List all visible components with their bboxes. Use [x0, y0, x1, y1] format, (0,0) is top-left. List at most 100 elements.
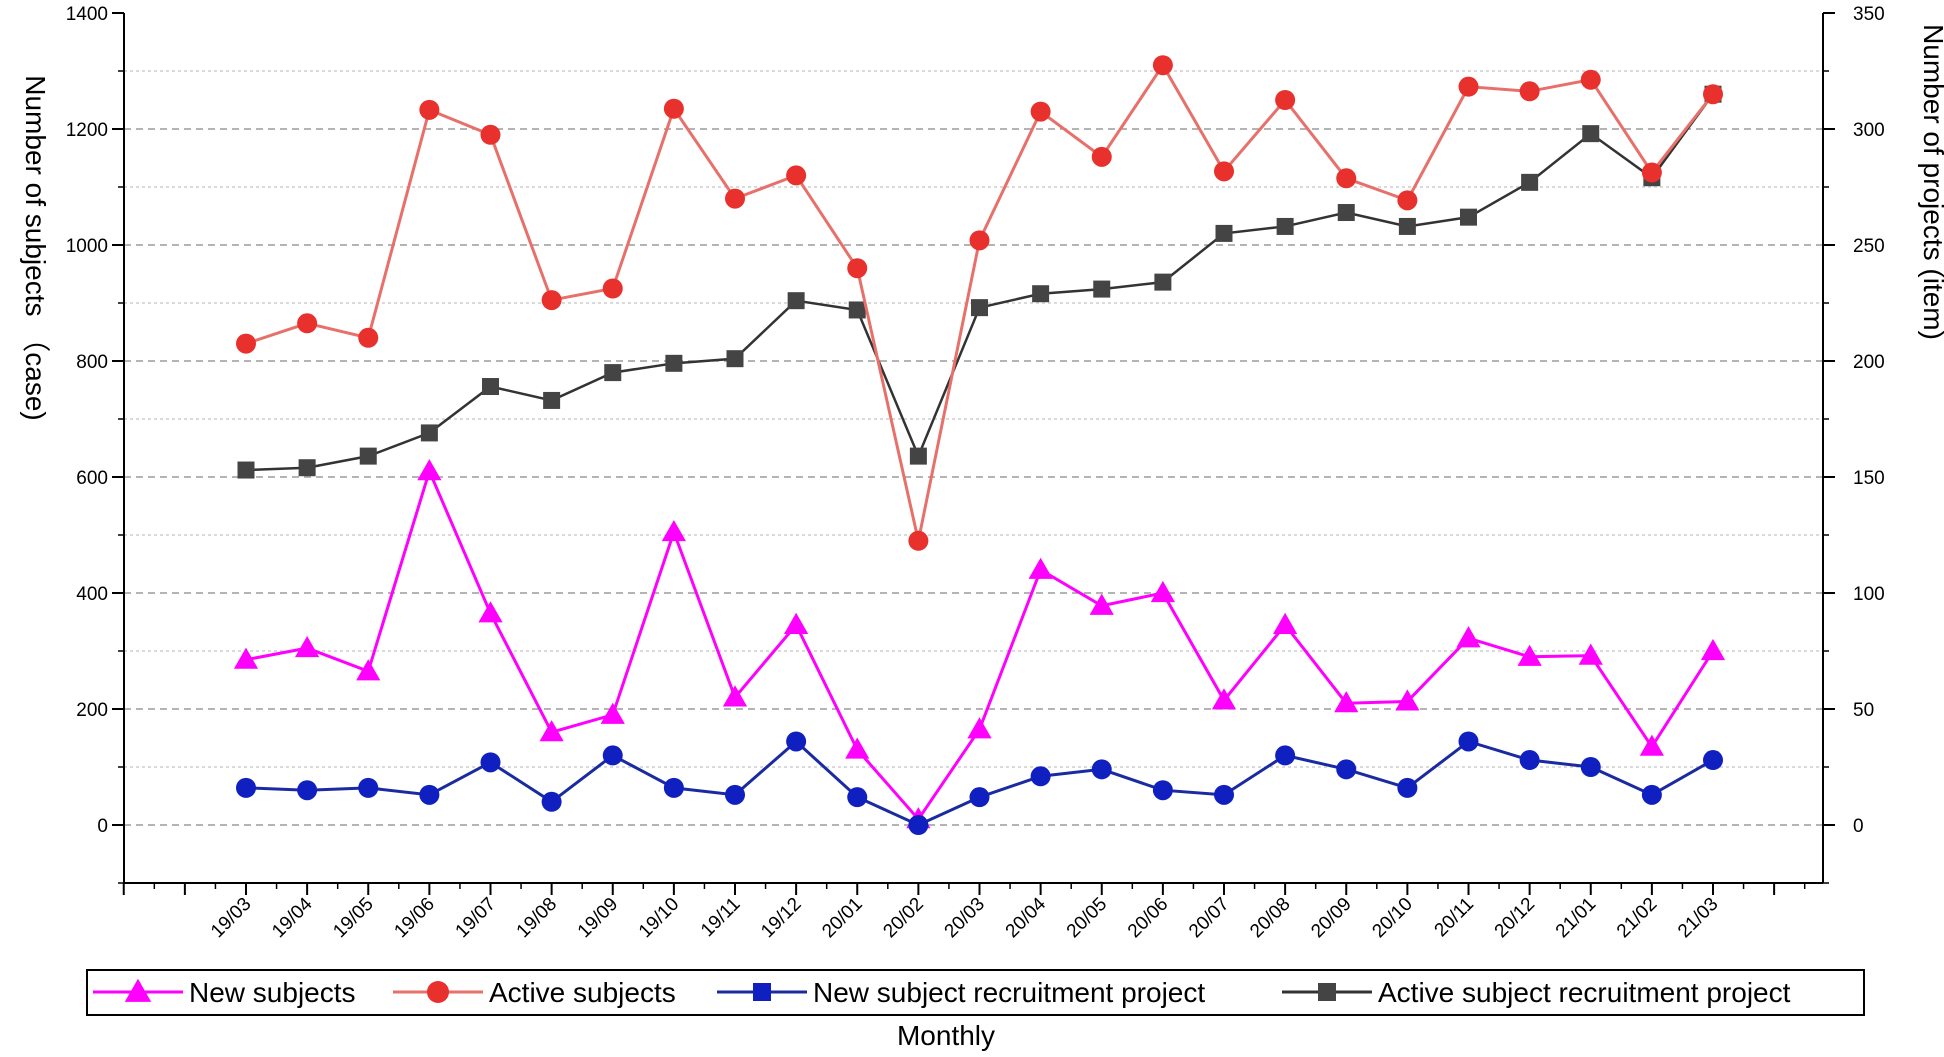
right-tick-label: 350 [1853, 4, 1885, 25]
x-tick-label: 19/05 [329, 894, 377, 942]
gridlines [124, 70, 1823, 826]
data-point [1519, 750, 1540, 771]
data-point [1028, 557, 1053, 579]
data-point [1456, 626, 1481, 648]
data-point [298, 459, 316, 477]
left-tick-label: 0 [97, 816, 108, 837]
data-point [1030, 101, 1051, 122]
x-tick-label: 19/09 [574, 894, 622, 942]
data-point [541, 791, 562, 812]
data-point [420, 424, 438, 442]
data-point [1517, 644, 1542, 666]
legend-item: Active subjects [393, 977, 676, 1008]
x-tick-label: 20/06 [1124, 894, 1172, 942]
x-tick-label: 20/02 [879, 894, 927, 942]
data-point [784, 612, 809, 634]
x-tick-label: 19/03 [207, 894, 255, 942]
data-point [1398, 217, 1416, 235]
legend-marker [753, 983, 771, 1001]
data-point [1032, 285, 1050, 303]
x-tick-label: 19/08 [513, 894, 561, 942]
data-point [725, 188, 745, 209]
left-tick-label: 800 [76, 352, 108, 373]
legend-item: New subject recruitment project [717, 977, 1205, 1008]
x-tick-label: 19/10 [635, 894, 683, 942]
data-point [1276, 217, 1294, 235]
right-axis-title: Number of projects (item) [1918, 24, 1944, 340]
data-point [1275, 745, 1296, 766]
data-point [1030, 766, 1051, 787]
data-point [602, 278, 623, 299]
data-point [663, 98, 684, 119]
data-point [236, 777, 256, 798]
data-point [1154, 273, 1172, 291]
data-point [1580, 69, 1601, 90]
data-point [1275, 90, 1296, 110]
left-tick-label: 600 [76, 468, 108, 489]
data-point [1641, 784, 1662, 805]
series-group [236, 55, 1723, 551]
x-tick-label: 20/05 [1063, 894, 1111, 942]
x-tick-label: 19/12 [757, 894, 805, 942]
left-tick-label: 200 [76, 700, 108, 721]
right-tick-label: 250 [1853, 236, 1885, 257]
data-point [1395, 689, 1420, 711]
data-point [848, 301, 866, 319]
right-tick-label: 200 [1853, 352, 1885, 373]
series-group [236, 731, 1723, 835]
data-point [1091, 759, 1112, 780]
legend-item: Active subject recruitment project [1282, 977, 1791, 1008]
data-point [1639, 734, 1664, 756]
series-group [233, 459, 1726, 829]
data-point [359, 447, 377, 465]
data-point [1214, 784, 1234, 805]
data-point [908, 530, 929, 551]
right-tick-label: 0 [1853, 816, 1864, 837]
data-point [295, 636, 320, 658]
data-point [1458, 731, 1479, 752]
data-point [661, 520, 686, 542]
x-tick-label: 19/07 [452, 894, 500, 942]
data-point [1458, 76, 1479, 97]
legend-label: Active subject recruitment project [1378, 977, 1791, 1008]
data-point [1091, 146, 1112, 167]
series-line [245, 93, 1715, 472]
data-point [1580, 757, 1601, 777]
x-tick-label: 20/07 [1185, 894, 1233, 942]
data-point [1519, 81, 1540, 102]
data-point [1215, 224, 1233, 242]
data-point [1152, 55, 1173, 76]
data-point [1334, 691, 1359, 713]
data-point [358, 327, 379, 348]
series-group [237, 85, 1722, 479]
legend-box [86, 969, 1865, 1016]
data-point [1211, 688, 1237, 710]
data-point [297, 780, 318, 801]
data-point [665, 354, 683, 372]
data-point [356, 659, 381, 681]
plot-area [233, 55, 1726, 835]
data-point [847, 787, 868, 808]
x-tick-label: 20/04 [1002, 893, 1051, 942]
data-point [600, 702, 625, 724]
data-point [233, 647, 259, 669]
legend-item: New subjects [93, 977, 356, 1008]
data-point [787, 292, 805, 310]
data-point [419, 784, 440, 805]
data-point [602, 745, 623, 766]
data-point [604, 364, 622, 382]
data-point [1460, 208, 1477, 226]
data-point [971, 299, 988, 317]
data-point [1521, 173, 1539, 191]
data-point [1214, 161, 1234, 182]
data-point [1152, 780, 1173, 801]
data-point [1336, 759, 1357, 780]
right-tick-label: 150 [1853, 468, 1885, 489]
legend: New subjects Active subjects New subject r… [86, 969, 1865, 1016]
data-point [1093, 280, 1111, 298]
legend-marker [124, 978, 152, 1002]
legend-label: New subjects [189, 977, 356, 1008]
data-point [845, 737, 870, 759]
left-tick-label: 1400 [66, 4, 108, 25]
